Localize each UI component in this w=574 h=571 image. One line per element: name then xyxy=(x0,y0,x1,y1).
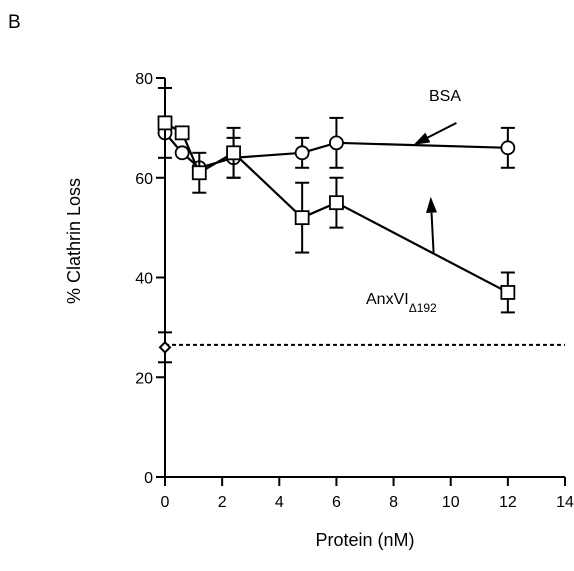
x-tick-label: 10 xyxy=(442,494,460,511)
bsa-arrow-shaft xyxy=(427,121,457,139)
series-bsa xyxy=(157,116,516,179)
series-group xyxy=(157,86,516,364)
x-tick-label: 4 xyxy=(275,494,284,511)
y-tick-label: 40 xyxy=(135,271,153,288)
x-tick-label: 6 xyxy=(332,494,341,511)
data-point xyxy=(294,145,310,161)
x-tick-label: 2 xyxy=(218,494,227,511)
y-axis-label: % Clathrin Loss xyxy=(64,178,84,304)
panel-label: B xyxy=(8,12,21,33)
annotations: BSA AnxVIΔ192 xyxy=(366,88,461,315)
y-tick-label: 60 xyxy=(135,171,153,188)
y-tick-label: 0 xyxy=(144,470,153,487)
control-point-group xyxy=(158,331,172,364)
anxvi-arrow-head xyxy=(426,196,438,213)
y-tick-label: 80 xyxy=(135,71,153,88)
anxvi-arrow-shaft xyxy=(430,212,435,253)
bsa-arrow-head xyxy=(413,132,431,145)
x-tick-label: 12 xyxy=(499,494,517,511)
y-tick-label: 20 xyxy=(135,370,153,387)
data-point xyxy=(500,140,516,156)
annotation-anxvi-main: AnxVI xyxy=(366,291,409,308)
control-point xyxy=(158,340,172,354)
x-tick-label: 14 xyxy=(556,494,574,511)
data-point xyxy=(157,115,173,131)
axes: 0 20 40 60 80 0 2 4 6 8 10 12 14 xyxy=(135,71,574,511)
annotation-anxvi-subscript: Δ192 xyxy=(409,301,437,315)
x-tick-label: 0 xyxy=(161,494,170,511)
data-point xyxy=(191,165,207,181)
data-point xyxy=(174,145,190,161)
data-point xyxy=(294,210,310,226)
annotation-bsa: BSA xyxy=(429,88,461,105)
data-point xyxy=(500,285,516,300)
data-point xyxy=(329,195,344,211)
x-tick-label: 8 xyxy=(389,494,398,511)
data-point xyxy=(174,125,190,141)
data-point xyxy=(329,135,344,151)
data-point xyxy=(226,145,241,161)
x-axis-label: Protein (nM) xyxy=(315,530,414,550)
annotation-anxvi: AnxVIΔ192 xyxy=(366,291,437,315)
series-anxvi xyxy=(157,86,516,314)
